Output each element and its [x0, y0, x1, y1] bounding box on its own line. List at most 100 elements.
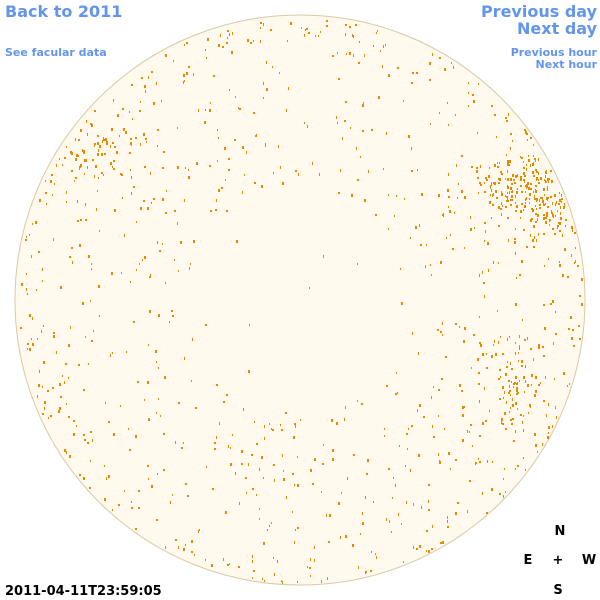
facula	[440, 261, 442, 264]
facula	[300, 419, 301, 421]
facula	[534, 236, 535, 239]
facula	[294, 484, 295, 486]
facula	[503, 495, 504, 498]
facula	[411, 425, 413, 427]
facula	[538, 233, 539, 236]
facula	[370, 570, 372, 572]
facula	[514, 238, 516, 240]
facula	[215, 209, 217, 211]
facula	[455, 459, 457, 461]
facula	[433, 386, 434, 388]
facula	[497, 310, 498, 312]
facula	[282, 454, 283, 457]
facula	[499, 398, 501, 400]
facula	[165, 282, 166, 284]
facular-link[interactable]: See facular data	[5, 46, 107, 59]
facula	[471, 166, 473, 168]
facula	[306, 28, 308, 30]
facula	[252, 555, 253, 558]
facula	[205, 109, 206, 111]
facula	[362, 104, 364, 107]
facula	[218, 137, 219, 139]
facula	[503, 397, 504, 399]
facula	[131, 84, 133, 86]
facula	[108, 421, 110, 423]
facula	[297, 456, 298, 458]
facula	[505, 117, 507, 119]
facula	[529, 202, 530, 204]
facula	[523, 179, 525, 181]
facula	[507, 200, 509, 202]
facula	[190, 263, 191, 265]
facula	[533, 162, 534, 164]
facula	[418, 454, 420, 457]
facula	[519, 345, 520, 348]
facula	[205, 49, 206, 51]
facula	[542, 443, 543, 446]
facula	[95, 165, 97, 168]
facula	[500, 336, 501, 338]
facula	[533, 358, 534, 361]
facula	[271, 428, 272, 430]
facula	[89, 487, 91, 489]
facula	[301, 27, 302, 29]
previous-day-link[interactable]: Previous day	[481, 2, 598, 21]
facula	[485, 177, 487, 179]
facula	[90, 123, 92, 125]
facula	[315, 35, 316, 37]
facula	[456, 164, 457, 167]
facula	[408, 135, 410, 138]
facula	[361, 403, 363, 405]
facula	[94, 143, 96, 145]
facula	[489, 201, 491, 204]
facula	[509, 160, 511, 163]
facula	[39, 199, 41, 202]
facula	[367, 459, 369, 462]
facula	[31, 255, 32, 258]
facula	[27, 343, 29, 345]
facula	[104, 153, 106, 155]
facula	[538, 172, 539, 175]
facula	[298, 173, 299, 176]
facula	[448, 124, 449, 126]
facula	[522, 421, 523, 424]
facula	[188, 176, 190, 179]
facula	[113, 433, 115, 436]
facula	[472, 445, 473, 447]
facula	[526, 133, 528, 135]
facula	[69, 256, 71, 258]
facula	[463, 340, 465, 343]
facula	[32, 223, 33, 225]
facula	[491, 189, 492, 192]
facula	[499, 178, 501, 181]
facula	[575, 247, 576, 249]
facula	[506, 196, 508, 198]
next-day-link[interactable]: Next day	[517, 19, 598, 38]
facula	[110, 354, 111, 357]
facula	[525, 469, 526, 471]
facula	[493, 261, 494, 264]
facula	[141, 77, 143, 79]
facula	[529, 193, 531, 196]
facula	[531, 218, 533, 220]
facula	[156, 519, 158, 521]
facula	[229, 563, 230, 565]
facula	[79, 168, 80, 170]
facula	[85, 336, 86, 338]
previous-hour-link[interactable]: Previous hour	[511, 46, 598, 59]
next-hour-link[interactable]: Next hour	[536, 58, 598, 71]
facula	[478, 192, 479, 194]
facula	[345, 101, 347, 103]
facula	[47, 390, 49, 392]
facula	[73, 420, 75, 422]
facula	[84, 173, 85, 175]
facula	[525, 198, 526, 201]
facula	[260, 27, 261, 29]
back-link[interactable]: Back to 2011	[5, 2, 122, 21]
facula	[45, 180, 46, 182]
facula	[512, 404, 514, 407]
facula	[547, 186, 548, 188]
facula	[523, 172, 525, 175]
facula	[172, 315, 174, 317]
facula	[393, 477, 394, 479]
